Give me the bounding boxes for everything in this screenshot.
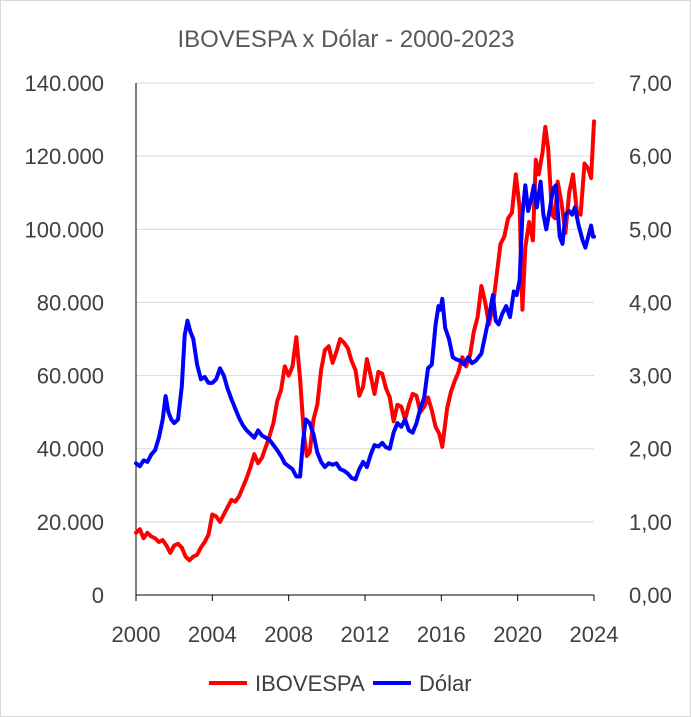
left-axis-tick-labels: 0 20.000 40.000 60.000 80.000 100.000 120.000 1… [24,71,104,608]
legend-label-ibovespa: IBOVESPA [255,671,365,696]
x-axis-tick-label: 2020 [493,622,542,647]
right-axis-tick-label: 0,00 [629,583,672,608]
legend: IBOVESPA Dólar [209,671,472,696]
right-axis-tick-label: 1,00 [629,510,672,535]
x-axis-tick-label: 2012 [341,622,390,647]
x-axis-tick-label: 2008 [264,622,313,647]
x-axis-tick-label: 2004 [188,622,237,647]
grid-lines [136,82,594,523]
series-line-ibovespa [134,119,596,563]
left-axis-tick-label: 120.000 [24,144,104,169]
x-axis-tick-labels: 2000 2004 2008 2012 2016 2020 2024 [112,595,619,647]
left-axis-tick-label: 140.000 [24,71,104,96]
legend-label-dólar: Dólar [419,671,472,696]
left-axis-tick-label: 20.000 [37,510,104,535]
chart-title: IBOVESPA x Dólar - 2000-2023 [177,26,514,53]
series-line-dólar [134,179,596,482]
left-axis-tick-label: 0 [92,583,104,608]
right-axis-tick-label: 7,00 [629,71,672,96]
right-axis-tick-label: 5,00 [629,217,672,242]
left-axis-tick-label: 80.000 [37,290,104,315]
x-axis-tick-label: 2016 [417,622,466,647]
left-axis-tick-label: 60.000 [37,364,104,389]
right-axis-tick-label: 2,00 [629,437,672,462]
right-axis-tick-label: 6,00 [629,144,672,169]
left-axis-tick-label: 100.000 [24,217,104,242]
series-lines [134,119,596,563]
x-axis-tick-label: 2000 [112,622,161,647]
x-axis-tick-label: 2024 [570,622,619,647]
right-axis-tick-label: 4,00 [629,290,672,315]
left-axis-tick-label: 40.000 [37,437,104,462]
axes [135,83,594,596]
right-axis-tick-label: 3,00 [629,364,672,389]
right-axis-tick-labels: 0,00 1,00 2,00 3,00 4,00 5,00 6,00 7,00 [629,71,672,608]
